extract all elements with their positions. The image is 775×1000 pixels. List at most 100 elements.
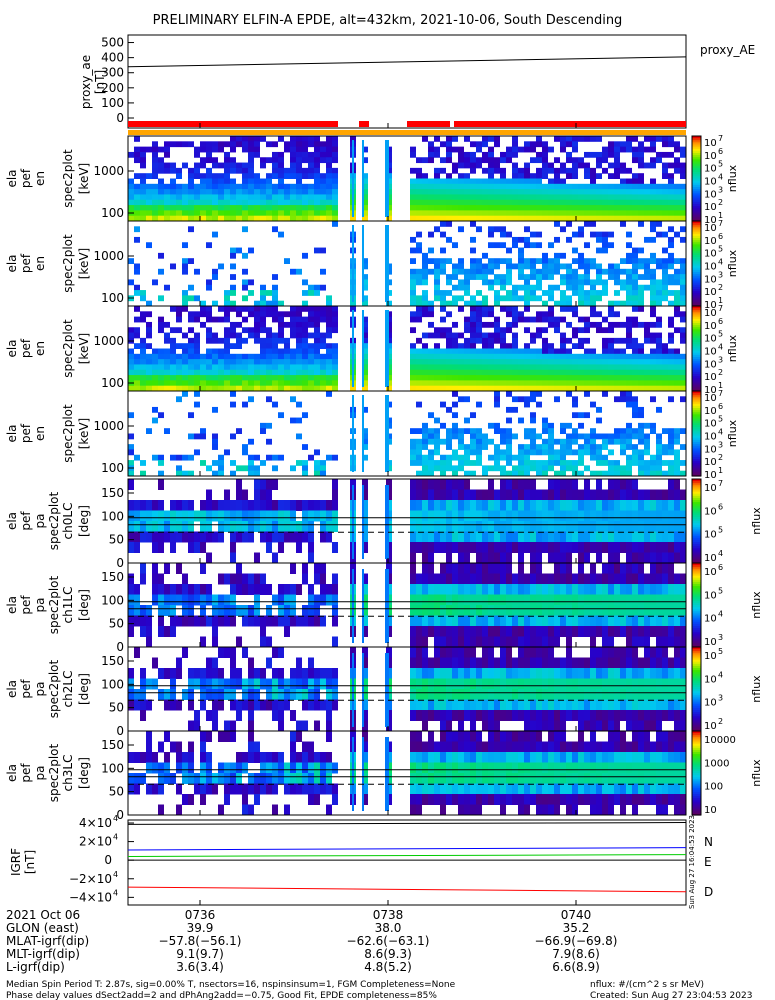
spectrogram-cell — [458, 332, 464, 339]
pitch-angle-cell — [194, 720, 200, 732]
spectrogram-cell — [278, 173, 284, 179]
pitch-angle-cell — [554, 542, 560, 553]
spectrogram-cell — [602, 167, 608, 174]
pitch-angle-cell — [506, 636, 512, 648]
spectrogram-cell — [512, 359, 518, 365]
spectrogram-cell — [680, 295, 686, 302]
pitch-angle-cell — [458, 563, 464, 574]
pitch-angle-cell — [470, 657, 476, 669]
pitch-angle-cell — [272, 510, 278, 522]
spectrogram-cell — [332, 210, 338, 217]
spectrogram-cell — [668, 141, 674, 148]
pitch-angle-cell — [146, 500, 152, 511]
spectrogram-cell — [488, 231, 494, 238]
colorbar-swatch — [692, 363, 701, 367]
spectrogram-cell — [548, 438, 554, 445]
pitch-angle-cell — [212, 689, 218, 700]
pitch-angle-cell — [458, 668, 464, 679]
spectrogram-cell — [542, 263, 548, 270]
colorbar-tick-exponent: 1 — [718, 381, 723, 390]
spectrogram-cell — [530, 231, 536, 238]
spectrogram-cell — [644, 470, 650, 477]
spectrogram-cell — [590, 300, 596, 307]
pitch-angle-cell — [236, 678, 242, 690]
colorbar-tick-exponent: 7 — [718, 479, 723, 488]
spectrogram-cell — [494, 167, 500, 174]
spectrogram-cell — [266, 364, 272, 371]
spectrogram-cell — [482, 359, 488, 365]
spectrogram-cell — [494, 189, 500, 195]
pitch-angle-cell — [308, 552, 314, 564]
pitch-angle-cell — [242, 489, 248, 501]
spectrogram-cell — [308, 321, 314, 328]
colorbar-swatch — [692, 344, 701, 347]
pitch-angle-cell — [314, 594, 320, 606]
spectrogram-cell — [290, 348, 296, 355]
pitch-angle-cell — [602, 594, 608, 606]
spectrogram-cell — [200, 162, 206, 169]
spectrogram-cell — [428, 332, 434, 339]
spectrogram-cell — [560, 146, 566, 153]
spectrogram-cell — [644, 268, 650, 275]
spectrogram-cell — [200, 178, 206, 185]
pitch-angle-cell — [512, 594, 518, 606]
spectrogram-cell — [308, 167, 314, 174]
pitch-angle-cell — [218, 605, 224, 616]
spectrogram-cell — [440, 401, 446, 408]
spectrogram-cell — [176, 396, 182, 403]
spectrogram-cell — [608, 210, 614, 217]
spectrogram-cell — [608, 353, 614, 360]
spectrogram-cell — [662, 290, 668, 296]
pitch-angle-cell — [602, 615, 608, 627]
colorbar-swatch — [692, 442, 701, 445]
spectrogram-cell — [638, 290, 644, 296]
pitch-angle-cell — [290, 605, 296, 616]
spectrogram-cell — [518, 199, 524, 206]
pitch-angle-cell — [362, 521, 368, 532]
spectrogram-cell — [224, 311, 230, 318]
spectrogram-cell — [224, 449, 230, 456]
spectrogram-cell — [176, 194, 182, 201]
pitch-angle-cell — [410, 479, 416, 490]
pitch-angle-cell — [332, 594, 338, 606]
spectrogram-cell — [506, 449, 512, 456]
pitch-angle-cell — [476, 573, 482, 585]
spectrogram-spike — [387, 310, 389, 387]
spectrogram-cell — [674, 157, 680, 164]
pitch-angle-cell — [236, 531, 242, 543]
pitch-angle-cell — [488, 489, 494, 501]
spectrogram-cell — [566, 465, 572, 472]
pitch-angle-cell — [542, 689, 548, 700]
colorbar-swatch — [692, 510, 701, 514]
spectrogram-cell — [608, 263, 614, 270]
pitch-angle-cell — [476, 489, 482, 501]
pitch-angle-cell — [482, 647, 488, 658]
spectrogram-cell — [680, 263, 686, 270]
spectrogram-cell — [128, 194, 134, 201]
colorbar-label: nflux — [750, 591, 763, 619]
pitch-angle-cell — [476, 563, 482, 574]
pitch-angle-cell — [488, 605, 494, 616]
pitch-angle-cell — [536, 489, 542, 501]
pitch-angle-cell — [284, 531, 290, 543]
spectrogram-cell — [422, 364, 428, 371]
spectrogram-cell — [446, 141, 452, 148]
spectrogram-cell — [128, 460, 134, 466]
pitch-angle-cell — [440, 584, 446, 595]
pitch-angle-cell — [518, 699, 524, 711]
spectrogram-cell — [674, 465, 680, 472]
pitch-angle-cell — [308, 531, 314, 543]
spectrogram-cell — [182, 306, 188, 312]
spectrogram-cell — [476, 332, 482, 339]
spectrogram-cell — [434, 449, 440, 456]
spectrogram-cell — [200, 380, 206, 387]
pitch-angle-cell — [266, 605, 272, 616]
pitch-angle-cell — [308, 615, 314, 627]
spectrogram-cell — [602, 194, 608, 201]
spectrogram-cell — [494, 353, 500, 360]
spectrogram-cell — [218, 162, 224, 169]
pitch-angle-cell — [680, 615, 686, 627]
spectrogram-cell — [656, 151, 662, 158]
spectrogram-cell — [584, 136, 590, 142]
spectrogram-cell — [524, 194, 530, 201]
